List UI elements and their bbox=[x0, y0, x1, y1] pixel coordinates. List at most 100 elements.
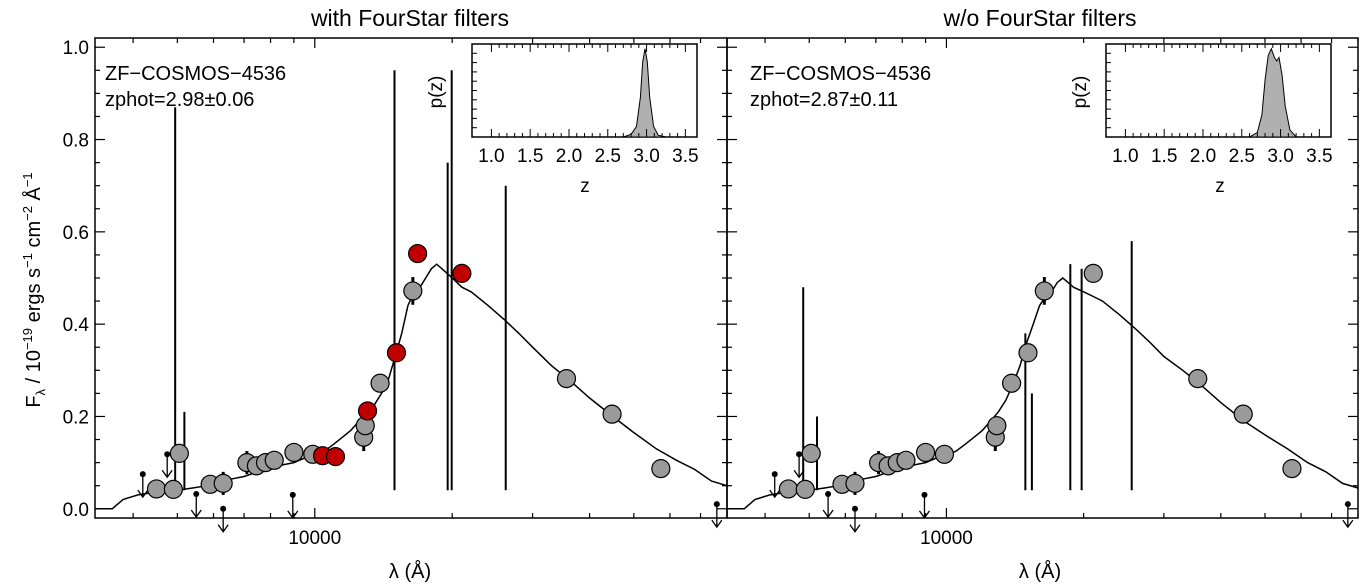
photometry-point bbox=[1233, 404, 1253, 424]
photometry-point bbox=[1083, 263, 1103, 283]
ylabel-part: Å bbox=[22, 187, 45, 207]
photometry-point bbox=[896, 450, 916, 470]
panel-title: with FourStar filters bbox=[310, 5, 509, 31]
fourstar-point bbox=[325, 447, 346, 467]
photometry-point bbox=[264, 450, 284, 470]
photometry-point bbox=[163, 479, 183, 499]
panel-without-fourstar: w/o FourStar filters λ (Å) ZF−COSMOS−453… bbox=[726, 5, 1359, 583]
inset-x-tick-label: 1.5 bbox=[1151, 146, 1177, 167]
upper-limit-marker bbox=[921, 491, 928, 498]
fourstar-point bbox=[357, 401, 378, 421]
y-tick-label: 0.8 bbox=[63, 131, 89, 152]
photometry-point bbox=[146, 479, 167, 499]
inset-xlabel: z bbox=[1215, 176, 1225, 197]
fourstar-point bbox=[452, 263, 472, 283]
y-tick-label: 0.6 bbox=[63, 223, 89, 244]
fourstar-point bbox=[408, 243, 428, 264]
upper-limit-marker bbox=[713, 501, 720, 508]
ylabel-part: F bbox=[23, 395, 45, 407]
upper-limit-arrow bbox=[287, 510, 299, 520]
upper-limit-marker bbox=[825, 491, 832, 497]
upper-limit-arrow bbox=[918, 510, 931, 520]
upper-limit-marker bbox=[851, 505, 858, 512]
photometry-point bbox=[1034, 281, 1054, 301]
inset-frame bbox=[1105, 43, 1332, 138]
ylabel-part: −19 bbox=[20, 328, 35, 350]
photometry-point bbox=[651, 459, 671, 479]
photometry-point bbox=[370, 373, 390, 393]
y-tick-label: 1.0 bbox=[63, 38, 89, 59]
plot-area: 0.0 0.2 0.4 0.6 0.8 1.0 10000 bbox=[63, 37, 728, 549]
model-sed-line bbox=[727, 277, 1359, 510]
upper-limit-marker bbox=[193, 491, 200, 497]
plot-area: 10000 bbox=[726, 37, 1359, 549]
inset-ylabel: p(z) bbox=[426, 76, 447, 109]
photometry-point bbox=[778, 479, 798, 499]
inset-x-tick-label: 1.0 bbox=[1112, 146, 1138, 167]
photometry-point bbox=[169, 443, 189, 463]
upper-limit-arrow bbox=[711, 519, 723, 529]
upper-limit-arrow bbox=[1342, 519, 1354, 529]
upper-limit-arrow bbox=[217, 524, 229, 533]
ylabel-part: λ bbox=[33, 388, 48, 395]
inset-ylabel: p(z) bbox=[1070, 76, 1091, 109]
inset-x-tick-label: 2.0 bbox=[556, 146, 582, 167]
inset-x-tick-label: 1.0 bbox=[478, 146, 504, 167]
inset-x-tick-label: 2.5 bbox=[595, 146, 621, 167]
ylabel-part: −1 bbox=[20, 253, 35, 268]
y-tick-label: 0.2 bbox=[63, 407, 89, 428]
y-axis-label: Fλ / 10−19 ergs s−1 cm−2 Å−1 bbox=[20, 172, 48, 407]
pz-inset: p(z) z 1.0 1.5 2.0 2.5 3.0 3.5 bbox=[426, 43, 699, 197]
ylabel-part: ergs s bbox=[23, 268, 45, 328]
upper-limit-arrow bbox=[793, 469, 805, 479]
pz-inset: p(z) z 1.0 1.5 2.0 2.5 3.0 3.5 bbox=[1070, 43, 1333, 197]
inset-x-tick-label: 1.5 bbox=[517, 146, 543, 167]
y-tick-label: 0.0 bbox=[63, 500, 89, 521]
photometry-point bbox=[556, 369, 577, 389]
upper-limit-marker bbox=[220, 505, 227, 512]
x-axis-label: λ (Å) bbox=[1019, 560, 1061, 583]
upper-limit-marker bbox=[289, 491, 296, 498]
photometry-point bbox=[1188, 369, 1208, 389]
photometry-point bbox=[602, 404, 622, 424]
upper-limit-arrow bbox=[849, 524, 861, 533]
photometry-point bbox=[915, 442, 936, 463]
photometry-point bbox=[845, 473, 865, 493]
photometry-point bbox=[213, 473, 233, 493]
ylabel-part: cm bbox=[23, 221, 45, 253]
ylabel-part: −1 bbox=[20, 172, 35, 187]
x-axis-label: λ (Å) bbox=[389, 560, 431, 583]
upper-limit-marker bbox=[164, 451, 171, 458]
ylabel-part: / 10 bbox=[23, 350, 45, 389]
upper-limit-arrow bbox=[161, 469, 173, 479]
upper-limit-marker bbox=[796, 451, 803, 458]
panel-with-fourstar: with FourStar filters λ (Å) ZF−COSMOS−45… bbox=[63, 5, 728, 583]
photometry-point bbox=[403, 281, 423, 301]
annotation-object: ZF−COSMOS−4536 bbox=[750, 63, 931, 85]
annotation-zphot: zphot=2.98±0.06 bbox=[105, 89, 254, 111]
upper-limit-arrow bbox=[769, 489, 781, 499]
photometry-point bbox=[934, 444, 955, 464]
pz-distribution bbox=[1247, 47, 1298, 138]
inset-x-tick-label: 3.5 bbox=[1306, 146, 1332, 167]
annotation-zphot: zphot=2.87±0.11 bbox=[750, 89, 898, 111]
y-tick-label: 0.4 bbox=[63, 315, 90, 336]
photometry-point bbox=[284, 442, 304, 463]
inset-x-tick-label: 2.0 bbox=[1190, 146, 1216, 167]
annotation-object: ZF−COSMOS−4536 bbox=[105, 63, 286, 85]
x-tick-label: 10000 bbox=[920, 528, 973, 549]
inset-x-tick-label: 3.5 bbox=[672, 146, 698, 167]
upper-limit-arrow bbox=[822, 509, 834, 519]
photometry-point bbox=[1282, 459, 1302, 479]
x-tick-label: 10000 bbox=[288, 528, 341, 549]
fourstar-point bbox=[386, 343, 407, 363]
photometry-point bbox=[1002, 373, 1022, 393]
photometry-point bbox=[987, 416, 1007, 436]
panel-title: w/o FourStar filters bbox=[943, 5, 1137, 31]
photometry-point bbox=[1018, 343, 1038, 363]
inset-frame bbox=[471, 43, 698, 138]
photometry-point bbox=[795, 479, 815, 499]
upper-limit-marker bbox=[139, 471, 146, 478]
upper-limit-marker bbox=[1344, 501, 1351, 508]
